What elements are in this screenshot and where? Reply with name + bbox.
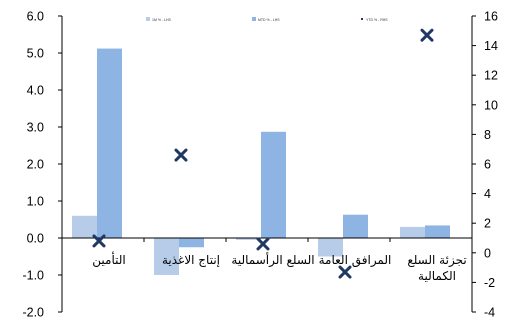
left-tick-label: 4.0 (27, 84, 44, 98)
bar-1m-2 (236, 238, 261, 240)
right-tick-label: 4 (484, 187, 491, 201)
left-tick-label: 2.0 (27, 158, 44, 172)
ticks-layer: -2.0 -1.0 0.0 1.0 2.0 3.0 4.0 5.0 6.0 -4 -2 0 2 4 6 8 10… (22, 10, 497, 320)
bars-layer (72, 48, 450, 275)
ytd-marker-0 (92, 234, 106, 248)
right-tick-label: 16 (484, 10, 498, 24)
legend-label-0: 1M % - LHS (152, 18, 172, 22)
category-label-1: إنتاج الاغذية (162, 253, 220, 267)
ytd-marker-2 (256, 237, 270, 251)
bar-mtd-2 (261, 131, 286, 238)
left-tick-label: 1.0 (27, 195, 44, 209)
bar-1m-4 (400, 226, 425, 238)
ytd-marker-1 (174, 148, 188, 162)
ytd-marker-3 (338, 265, 352, 279)
bar-mtd-0 (97, 48, 122, 239)
category-label-3: المرافق العامة (319, 253, 392, 268)
right-tick-label: 14 (484, 39, 498, 53)
right-tick-label: -4 (484, 306, 495, 320)
left-tick-label: 6.0 (27, 10, 44, 24)
category-label-2: السلع الرأسمالية (231, 252, 314, 268)
category-label-4: تجزئة السلع الكمالية (407, 253, 466, 283)
markers-layer (92, 28, 434, 279)
right-tick-label: 6 (484, 158, 491, 172)
right-tick-label: 12 (484, 69, 498, 83)
legend-label-1: MTD % - LHS (258, 18, 280, 22)
left-tick-label: 3.0 (27, 121, 44, 135)
bar-mtd-1 (179, 238, 204, 248)
bar-1m-0 (72, 215, 97, 238)
right-tick-label: 2 (484, 217, 491, 231)
ytd-marker-4 (420, 28, 434, 42)
left-tick-label: -1.0 (22, 269, 44, 283)
legend-label-2: YTD % - RHS (366, 18, 388, 22)
right-tick-label: 10 (484, 98, 498, 112)
right-tick-label: -2 (484, 276, 495, 290)
left-tick-label: -2.0 (22, 306, 44, 320)
right-tick-label: 8 (484, 128, 491, 142)
bar-1m-1 (154, 238, 179, 275)
category-label-0: التأمين (92, 251, 125, 268)
bar-1m-3 (318, 238, 343, 257)
bar-mtd-3 (343, 214, 368, 238)
left-tick-label: 5.0 (27, 47, 44, 61)
legend: 1M % - LHS MTD % - LHS YTD % - RHS (146, 17, 388, 22)
right-tick-label: 0 (484, 246, 491, 260)
category-labels-layer: التأمين إنتاج الاغذية السلع الرأسمالية المر… (92, 251, 466, 283)
left-tick-label: 0.0 (27, 232, 44, 246)
legend-swatch-2 (361, 18, 363, 20)
legend-swatch-0 (146, 17, 150, 21)
bar-mtd-4 (425, 225, 450, 238)
legend-swatch-1 (252, 17, 256, 21)
